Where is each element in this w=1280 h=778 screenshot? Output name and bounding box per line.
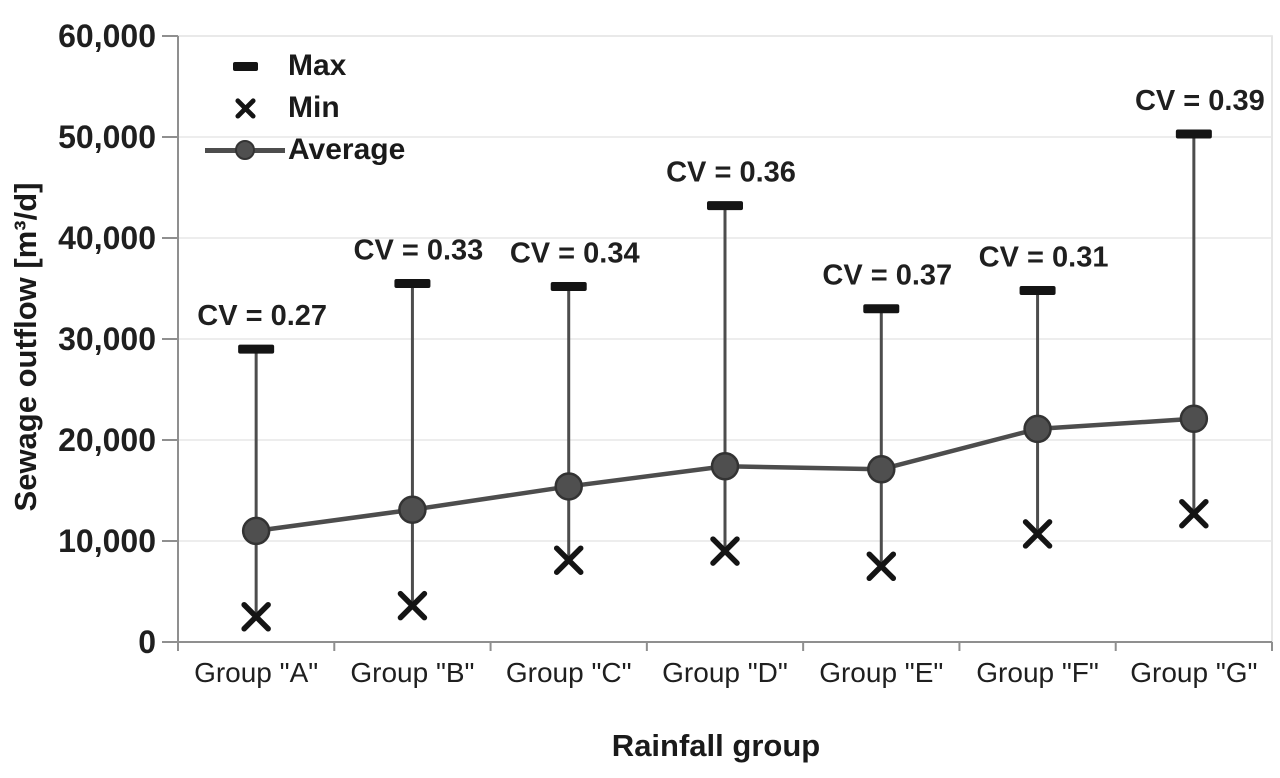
cv-annotation: CV = 0.27: [197, 300, 327, 332]
average-point: [398, 495, 427, 524]
y-tick-label: 20,000: [58, 422, 156, 458]
y-tick-label: 40,000: [58, 220, 156, 256]
legend: Max Min Average: [205, 45, 405, 171]
max-marker: [238, 344, 275, 354]
average-point: [867, 455, 896, 484]
y-tick-label: 0: [138, 624, 156, 660]
max-marker: [394, 278, 431, 288]
min-marker: [241, 602, 271, 632]
y-tick-label: 60,000: [58, 18, 156, 54]
average-point: [1023, 414, 1052, 444]
max-marker: [1019, 286, 1056, 296]
y-tick-label: 50,000: [58, 119, 156, 155]
max-marker: [863, 304, 900, 314]
average-point: [1179, 404, 1209, 434]
max-marker: [550, 281, 587, 291]
legend-label-average: Average: [288, 133, 406, 166]
average-point: [554, 472, 583, 501]
min-marker: [553, 545, 584, 575]
cv-annotation: CV = 0.33: [354, 234, 484, 266]
category-label: Group "G": [1130, 657, 1257, 688]
min-marker: [710, 536, 740, 566]
legend-item-average: Average: [205, 129, 405, 171]
max-marker: [707, 201, 743, 211]
average-point: [241, 516, 271, 546]
y-tick-label: 10,000: [58, 523, 156, 559]
min-marker: [397, 590, 428, 621]
cv-annotation: CV = 0.37: [822, 260, 952, 292]
min-x-icon: [205, 97, 285, 120]
category-label: Group "E": [819, 657, 943, 688]
average-point: [710, 452, 740, 481]
cv-annotation: CV = 0.31: [979, 242, 1109, 274]
y-axis-title: Sewage outflow [m³/d]: [8, 182, 43, 512]
min-marker: [866, 551, 897, 581]
cv-annotation: CV = 0.36: [666, 157, 796, 189]
legend-label-min: Min: [288, 91, 340, 124]
category-label: Group "F": [976, 657, 1099, 688]
cv-annotation: CV = 0.39: [1135, 85, 1265, 117]
min-marker: [1022, 519, 1053, 549]
category-label: Group "B": [350, 657, 474, 688]
y-tick-label: 30,000: [58, 321, 156, 357]
category-label: Group "D": [662, 657, 788, 688]
legend-label-max: Max: [288, 49, 347, 82]
category-label: Group "A": [194, 657, 318, 688]
legend-item-max: Max: [205, 45, 405, 87]
x-axis-title: Rainfall group: [611, 728, 821, 763]
legend-item-min: Min: [205, 87, 405, 129]
category-label: Group "C": [506, 657, 632, 688]
max-marker: [1175, 129, 1212, 139]
min-marker: [1179, 498, 1209, 529]
cv-annotation: CV = 0.34: [510, 237, 640, 269]
max-dash-icon: [205, 61, 285, 71]
average-line-icon: [205, 140, 285, 160]
